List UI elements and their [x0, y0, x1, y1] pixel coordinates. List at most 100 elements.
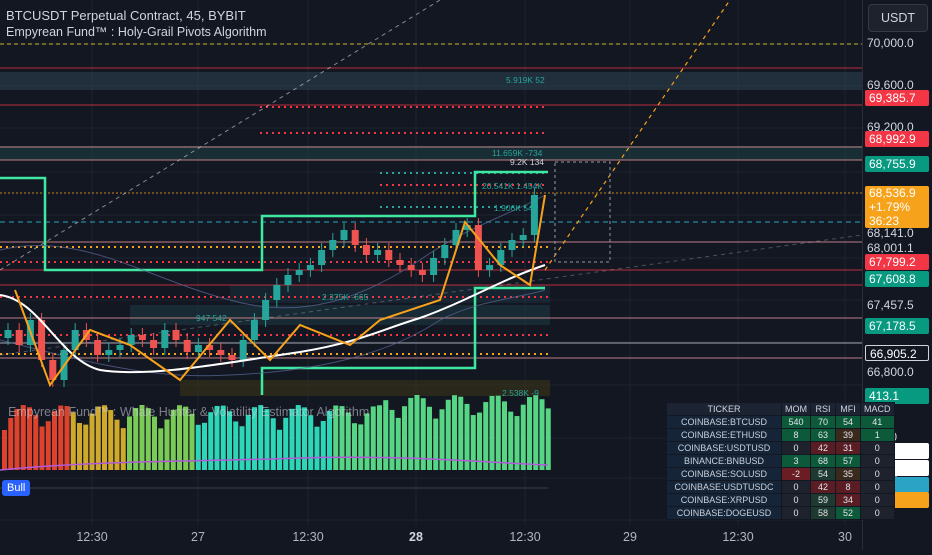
histogram-bar-16 [102, 405, 107, 470]
histogram-bar-19 [120, 428, 126, 470]
ticker-cell: COINBASE:ETHUSD [666, 428, 782, 442]
histogram-bar-68 [427, 406, 432, 470]
table-row: COINBASE:DOGEUSD 0 58 52 0 [666, 506, 895, 520]
histogram-bar-27 [170, 409, 176, 470]
histogram-bar-48 [302, 407, 307, 470]
price-axis-label: 69,600.0 [867, 78, 914, 92]
histogram-bar-61 [383, 400, 389, 470]
indicator-whale-label[interactable]: Empyrean Fund™ : Whale Hunter & Volatili… [8, 405, 370, 419]
price-badge: 67,178.5 [865, 318, 929, 334]
macd-cell: 0 [860, 506, 895, 520]
mom-cell: 0 [781, 506, 811, 520]
candle-body-20 [228, 355, 236, 360]
time-axis-label: 30 [838, 530, 852, 544]
rsi-cell: 42 [810, 480, 836, 494]
histogram-bar-29 [183, 406, 189, 470]
candle-body-6 [71, 330, 79, 350]
rsi-cell: 63 [810, 428, 836, 442]
price-badge: 67,799.2 [865, 254, 929, 270]
pivot-volume-label: 20.541K 1.454K [482, 181, 543, 191]
pivot-volume-label: 947 542 [196, 313, 227, 323]
candle-body-34 [385, 250, 393, 260]
rsi-cell: 70 [810, 415, 836, 429]
histogram-bar-58 [364, 413, 370, 470]
candle-body-47 [530, 195, 538, 235]
ticker-cell: COINBASE:BTCUSD [666, 415, 782, 429]
histogram-bar-13 [83, 424, 89, 470]
trend-line-1 [0, 0, 441, 271]
histogram-bar-14 [89, 413, 95, 470]
histogram-bar-57 [358, 424, 364, 470]
current-price-change: +1.79% [869, 200, 911, 214]
histogram-bar-3 [20, 405, 26, 470]
histogram-bar-47 [295, 405, 301, 470]
zone-mid3 [230, 285, 550, 303]
histogram-bar-1 [8, 418, 14, 470]
mfi-cell: 35 [835, 467, 861, 481]
candle-body-31 [351, 230, 359, 245]
rsi-cell: 42 [810, 441, 836, 455]
candle-body-9 [105, 350, 113, 355]
channel-lower [260, 286, 545, 395]
candle-body-39 [441, 245, 449, 258]
table-row: COINBASE:SOLUSD -2 54 35 0 [666, 467, 895, 481]
zone-top [0, 72, 862, 90]
histogram-bar-20 [127, 416, 132, 470]
histogram-bar-83 [520, 404, 526, 470]
table-row: COINBASE:USDTUSDC 0 42 8 0 [666, 480, 895, 494]
zone-bottom [180, 380, 550, 396]
candle-body-8 [94, 340, 102, 355]
price-badge: 66,905.2 [865, 345, 929, 361]
table-row: BINANCE:BNBUSD 3 68 57 0 [666, 454, 895, 468]
histogram-bar-0 [2, 430, 7, 470]
indicator-pivots-label[interactable]: Empyrean Fund™ : Holy-Grail Pivots Algor… [6, 25, 267, 39]
oscillator-line [0, 456, 549, 471]
price-badge: 67,608.8 [865, 271, 929, 287]
histogram-bar-11 [70, 412, 76, 470]
band-lower [0, 289, 546, 377]
histogram-bar-44 [277, 429, 282, 470]
table-header-cell: MOM [781, 402, 811, 416]
histogram-bar-42 [264, 409, 270, 470]
mfi-cell: 31 [835, 441, 861, 455]
time-axis-label: 12:30 [509, 530, 541, 544]
table-header-row: TICKER MOM RSI MFI MACD [666, 402, 895, 416]
candle-body-16 [183, 340, 191, 352]
histogram-bar-21 [133, 408, 139, 470]
histogram-bar-4 [27, 407, 32, 470]
rsi-cell: 59 [810, 493, 836, 507]
pivot-volume-label: 5.919K 52 [506, 75, 545, 85]
mfi-cell: 54 [835, 415, 861, 429]
candle-body-46 [519, 235, 527, 240]
currency-button[interactable]: USDT [868, 4, 928, 32]
histogram-bar-59 [370, 406, 376, 470]
current-price-badge: 68,536.9 +1.79% 36:23 [865, 186, 929, 228]
bull-label: Bull [2, 480, 31, 496]
candle-body-30 [340, 230, 348, 240]
histogram-bar-5 [33, 415, 39, 470]
chart-area[interactable] [0, 0, 863, 550]
mom-cell: 0 [781, 480, 811, 494]
current-price-countdown: 36:23 [869, 214, 900, 228]
candle-body-29 [329, 240, 337, 250]
table-header-cell: TICKER [666, 402, 782, 416]
macd-cell: 0 [860, 480, 895, 494]
table-header-cell: RSI [810, 402, 836, 416]
candle-body-3 [38, 320, 46, 360]
histogram-bar-84 [527, 397, 532, 470]
histogram-bar-46 [289, 408, 295, 470]
candle-body-26 [295, 270, 303, 275]
histogram-bar-56 [352, 423, 357, 470]
histogram-bar-62 [389, 409, 395, 470]
price-chart-canvas[interactable] [0, 0, 863, 550]
ticker-cell: COINBASE:XRPUSD [666, 493, 782, 507]
histogram-bar-8 [52, 411, 57, 470]
price-axis-label: 66,800.0 [867, 365, 914, 379]
chart-title: BTCUSDT Perpetual Contract, 45, BYBIT [6, 8, 246, 23]
price-badge: 68,755.9 [865, 156, 929, 172]
histogram-bar-15 [95, 406, 101, 470]
pivot-volume-label: 2.538K -9 [502, 388, 539, 398]
candle-body-15 [172, 330, 180, 340]
histogram-bar-6 [39, 426, 45, 470]
histogram-bar-41 [258, 405, 264, 470]
